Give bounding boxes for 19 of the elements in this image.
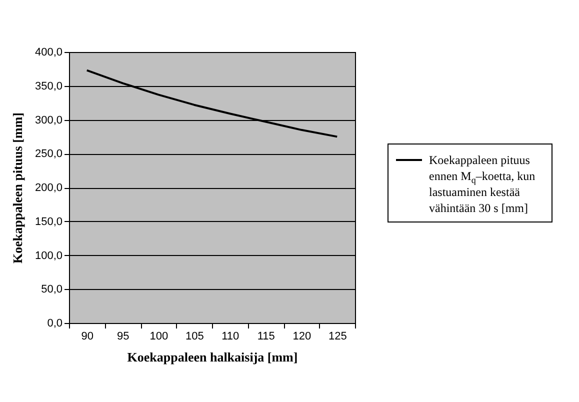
y-tick-label: 350,0 bbox=[34, 80, 62, 92]
x-tick-label: 110 bbox=[222, 330, 240, 342]
y-tick-label: 150,0 bbox=[34, 216, 62, 228]
y-tick-label: 400,0 bbox=[34, 46, 62, 58]
y-tick-label: 0,0 bbox=[47, 318, 62, 330]
x-tick-label: 115 bbox=[257, 330, 275, 342]
y-tick-label: 250,0 bbox=[34, 148, 62, 160]
y-axis-title: Koekappaleen pituus [mm] bbox=[10, 112, 25, 264]
x-tick-label: 90 bbox=[81, 330, 94, 342]
x-axis-title: Koekappaleen halkaisija [mm] bbox=[127, 350, 298, 364]
x-tick-label: 95 bbox=[117, 330, 130, 342]
x-tick-label: 120 bbox=[292, 330, 312, 342]
y-tick-label: 50,0 bbox=[41, 284, 62, 296]
x-tick-label: 105 bbox=[185, 330, 204, 342]
y-tick-label: 200,0 bbox=[34, 182, 62, 194]
y-tick-label: 300,0 bbox=[34, 114, 62, 126]
y-tick-label: 100,0 bbox=[34, 250, 62, 262]
x-tick-label: 125 bbox=[328, 330, 347, 342]
x-tick-label: 100 bbox=[150, 330, 168, 342]
